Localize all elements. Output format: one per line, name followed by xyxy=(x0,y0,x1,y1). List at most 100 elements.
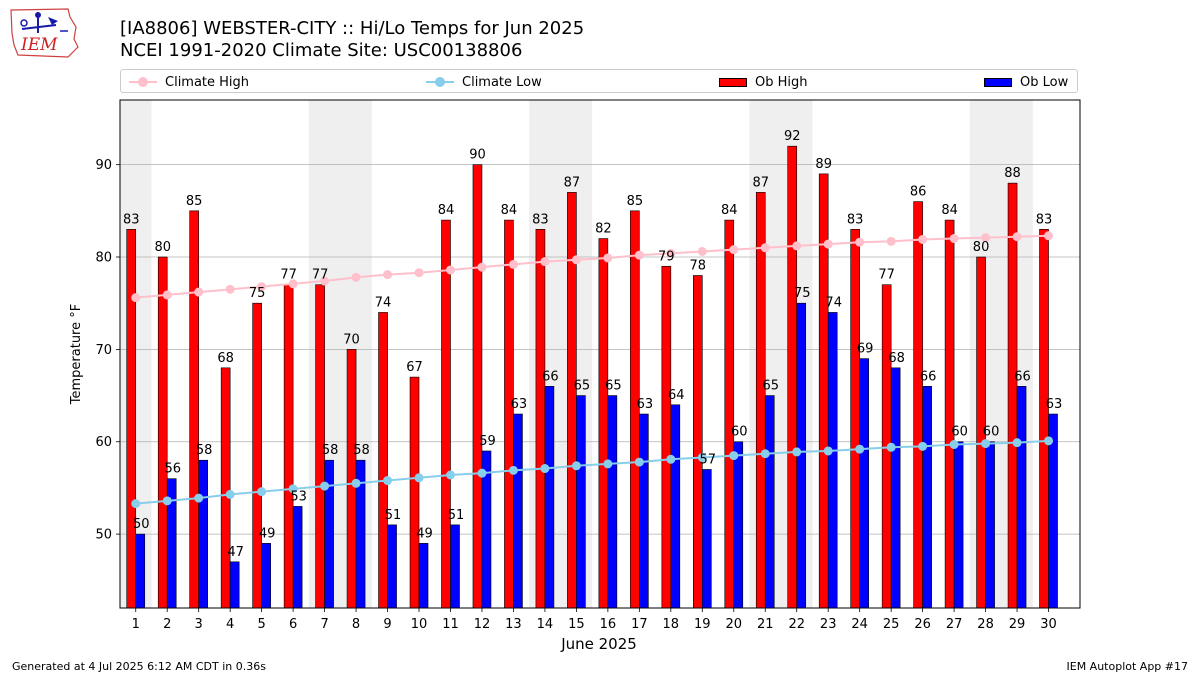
x-tick-label: 24 xyxy=(851,617,868,632)
ob-high-bar xyxy=(598,238,609,609)
ob-high-label: 77 xyxy=(878,268,895,283)
ob-low-bar xyxy=(135,533,146,609)
ob-high-label: 70 xyxy=(343,332,360,347)
ob-low-label: 60 xyxy=(983,425,1000,440)
ob-low-bar xyxy=(292,506,303,609)
climate-high-point xyxy=(855,237,865,247)
climate-low-point xyxy=(1012,438,1022,448)
x-tick-label: 29 xyxy=(1009,617,1026,632)
x-tick-label: 11 xyxy=(442,617,459,632)
x-tick-label: 1 xyxy=(132,617,140,632)
ob-high-label: 86 xyxy=(910,185,927,200)
ob-low-label: 47 xyxy=(227,545,244,560)
climate-low-point xyxy=(383,476,393,486)
climate-high-point xyxy=(823,239,833,249)
ob-high-label: 85 xyxy=(186,194,203,209)
ob-low-label: 53 xyxy=(290,489,307,504)
ob-low-bar xyxy=(1016,386,1027,609)
ob-high-label: 83 xyxy=(1036,212,1053,227)
legend-label: Climate High xyxy=(165,74,250,90)
logo-text: IEM xyxy=(20,35,58,55)
climate-low-point xyxy=(571,461,581,471)
x-tick-label: 25 xyxy=(883,617,900,632)
climate-low-point xyxy=(320,481,330,491)
ob-high-label: 84 xyxy=(501,203,518,218)
climate-low-point xyxy=(886,442,896,452)
y-axis-label: Temperature °F xyxy=(69,304,84,405)
climate-low-point xyxy=(225,489,235,499)
climate-low-point xyxy=(634,457,644,467)
ob-high-label: 74 xyxy=(375,295,392,310)
ob-high-label: 84 xyxy=(438,203,455,218)
climate-low-point xyxy=(257,487,267,497)
x-tick-label: 20 xyxy=(725,617,742,632)
climate-low-point xyxy=(855,444,865,454)
ob-high-bar xyxy=(661,265,672,609)
climate-high-point xyxy=(508,259,518,269)
x-tick-label: 19 xyxy=(694,617,711,632)
climate-high-point xyxy=(320,276,330,286)
x-axis-label: June 2025 xyxy=(560,635,637,653)
ob-high-label: 78 xyxy=(690,258,707,273)
legend-item-climate-low: Climate Low xyxy=(426,70,542,94)
x-tick-label: 3 xyxy=(195,617,203,632)
climate-high-point xyxy=(194,287,204,297)
ob-low-bar xyxy=(576,395,586,609)
ob-high-label: 80 xyxy=(154,240,171,255)
climate-high-point xyxy=(540,257,550,267)
ob-low-label: 60 xyxy=(951,425,968,440)
x-tick-label: 27 xyxy=(946,617,963,632)
ob-high-bar xyxy=(157,256,168,609)
x-tick-label: 26 xyxy=(914,617,931,632)
climate-low-point xyxy=(540,464,550,474)
ob-high-bar xyxy=(818,173,829,609)
ob-low-label: 65 xyxy=(605,379,622,394)
ob-high-label: 88 xyxy=(1004,166,1021,181)
ob-high-label: 85 xyxy=(627,194,644,209)
bars xyxy=(126,145,1058,609)
climate-low-point xyxy=(697,452,707,462)
plot-frame xyxy=(119,99,1081,609)
ob-high-label: 83 xyxy=(847,212,864,227)
ob-high-bar xyxy=(755,192,766,609)
ob-low-label: 57 xyxy=(700,452,717,467)
chart-title: [IA8806] WEBSTER-CITY :: Hi/Lo Temps for… xyxy=(120,18,585,39)
ob-high-label: 75 xyxy=(249,286,266,301)
y-tick-label: 70 xyxy=(95,343,112,358)
ob-high-bar xyxy=(346,349,357,609)
ob-high-bar xyxy=(724,219,735,609)
ob-high-bar xyxy=(1007,182,1018,609)
x-tick-label: 14 xyxy=(537,617,554,632)
climate-low-point xyxy=(1044,436,1054,446)
x-tick-label: 22 xyxy=(788,617,805,632)
x-tick-label: 8 xyxy=(352,617,360,632)
ob-low-label: 66 xyxy=(542,369,559,384)
x-tick-label: 30 xyxy=(1040,617,1057,632)
ob-high-bar xyxy=(913,201,923,609)
x-tick-label: 12 xyxy=(474,617,491,632)
ob-high-bar xyxy=(787,145,798,609)
ob-high-label: 83 xyxy=(123,212,140,227)
climate-high-point xyxy=(603,253,613,263)
ob-high-label: 87 xyxy=(752,175,769,190)
ob-low-label: 66 xyxy=(1014,369,1031,384)
ob-low-bar xyxy=(701,469,712,609)
y-tick-label: 50 xyxy=(95,528,112,543)
ob-low-bar xyxy=(953,441,964,609)
ob-low-bar xyxy=(544,386,555,609)
ob-high-label: 83 xyxy=(532,212,549,227)
climate-high-point xyxy=(477,262,487,272)
ob-low-bar xyxy=(198,459,208,609)
x-tick-label: 2 xyxy=(163,617,171,632)
x-tick-label: 17 xyxy=(631,617,648,632)
x-tick-label: 4 xyxy=(226,617,234,632)
climate-low-point xyxy=(445,470,455,480)
x-tick-label: 23 xyxy=(820,617,837,632)
ob-low-label: 59 xyxy=(479,434,496,449)
climate-high-point xyxy=(918,234,928,244)
climate-low-point xyxy=(603,459,613,469)
climate-high-point xyxy=(257,282,267,292)
ob-low-bar xyxy=(639,413,649,609)
